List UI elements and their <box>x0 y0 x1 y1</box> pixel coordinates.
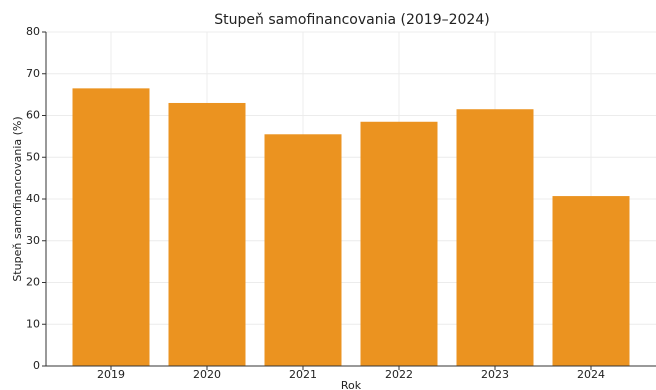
y-tick-label: 0 <box>33 359 40 372</box>
y-axis-label: Stupeň samofinancovania (%) <box>11 116 24 281</box>
y-tick-label: 10 <box>26 317 40 330</box>
y-tick-label: 30 <box>26 234 40 247</box>
x-tick-label: 2020 <box>193 368 221 381</box>
bar <box>168 102 246 366</box>
x-axis-label: Rok <box>341 379 362 390</box>
chart-title: Stupeň samofinancovania (2019–2024) <box>214 12 489 28</box>
y-tick-label: 40 <box>26 192 40 205</box>
x-tick-label: 2021 <box>289 368 317 381</box>
y-tick-label: 70 <box>26 67 40 80</box>
x-tick-label: 2022 <box>385 368 413 381</box>
y-tick-label: 60 <box>26 109 40 122</box>
axis-frame <box>45 32 656 367</box>
x-tick-label: 2024 <box>577 368 605 381</box>
bar <box>360 121 438 366</box>
x-tick-label: 2023 <box>481 368 509 381</box>
bar <box>264 134 342 366</box>
bar <box>72 88 150 367</box>
x-tick-label: 2019 <box>97 368 125 381</box>
bar <box>552 196 630 366</box>
y-tick-label: 80 <box>26 25 40 38</box>
bar <box>456 109 534 367</box>
y-tick-label: 50 <box>26 150 40 163</box>
y-tick-label: 20 <box>26 276 40 289</box>
